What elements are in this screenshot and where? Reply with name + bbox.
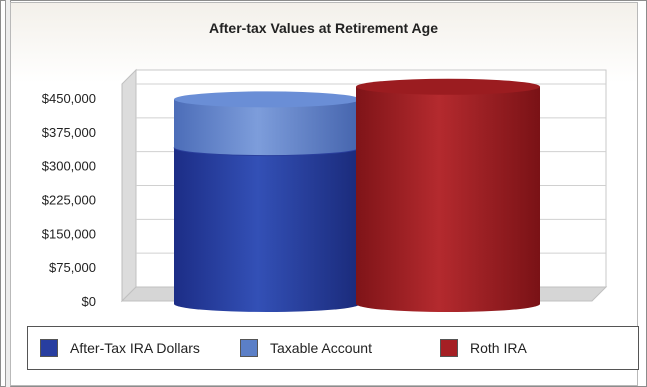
legend-item-after-tax-ira: After-Tax IRA Dollars <box>40 339 200 357</box>
legend-item-roth-ira: Roth IRA <box>440 339 527 357</box>
legend-swatch-after-tax-ira <box>40 339 58 357</box>
y-tick-label: $75,000 <box>49 260 96 275</box>
bar-roth-ira-top <box>356 78 540 95</box>
bar-segment-seam <box>173 147 361 157</box>
plot-side-wall <box>121 68 137 303</box>
legend-label: Taxable Account <box>270 340 372 356</box>
y-tick-label: $225,000 <box>42 193 96 208</box>
legend-label: Roth IRA <box>470 340 527 356</box>
y-tick-label: $150,000 <box>42 226 96 241</box>
y-tick-label: $300,000 <box>42 159 96 174</box>
y-tick-label: $0 <box>82 294 96 309</box>
legend-swatch-taxable-account <box>240 339 258 357</box>
y-tick-label: $450,000 <box>42 91 96 106</box>
legend-label: After-Tax IRA Dollars <box>70 340 200 356</box>
bar-after-tax-ira <box>174 147 360 312</box>
chart-legend: After-Tax IRA Dollars Taxable Account Ro… <box>27 326 639 370</box>
bar-roth-ira <box>356 86 540 312</box>
legend-swatch-roth-ira <box>440 339 458 357</box>
chart-title: After-tax Values at Retirement Age <box>209 20 438 36</box>
bar-taxable-account <box>174 99 360 156</box>
legend-item-taxable-account: Taxable Account <box>240 339 372 357</box>
y-tick-label: $375,000 <box>42 125 96 140</box>
bar-taxable-account-top <box>174 91 360 108</box>
